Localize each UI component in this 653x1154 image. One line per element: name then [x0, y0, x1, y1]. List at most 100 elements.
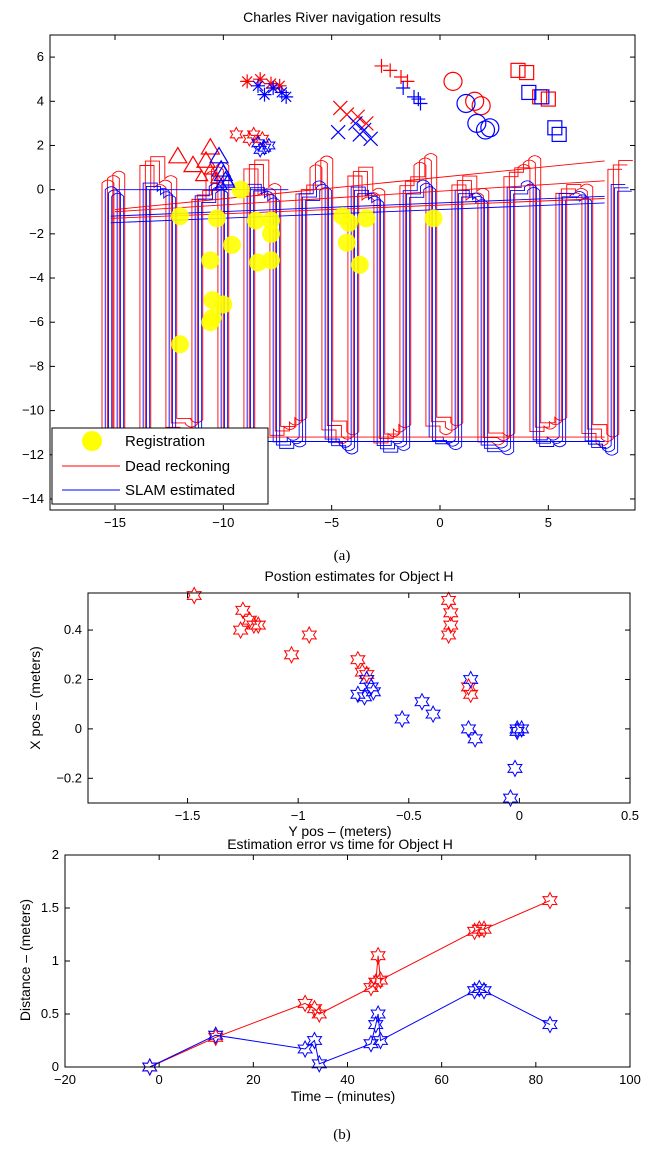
registration-point: [262, 224, 280, 243]
y-tick-label: 0.4: [64, 622, 82, 637]
error-star-blue: [370, 1004, 386, 1024]
error-star-red: [311, 1004, 328, 1024]
registration-point: [201, 313, 220, 332]
y-tick-label: 1.5: [41, 900, 59, 915]
error-star-red: [207, 1028, 224, 1047]
object-marker-slam: [253, 141, 268, 158]
slam-transect: [110, 202, 605, 224]
object-marker-dead-reckoning: [383, 63, 398, 78]
object-marker-dead-reckoning: [229, 126, 244, 143]
error-star-blue: [542, 1015, 558, 1034]
y-tick-label: −12: [22, 447, 44, 462]
caption-b: (b): [333, 1127, 351, 1143]
object-marker-slam: [220, 173, 235, 186]
error-star-blue: [471, 979, 488, 998]
x-tick-label: 5: [545, 515, 552, 530]
y-tick-label: 0: [52, 1059, 59, 1074]
error-line-blue: [149, 988, 551, 1068]
registration-point: [337, 233, 356, 252]
position-star-red: [358, 665, 375, 684]
object-marker-dead-reckoning: [253, 72, 268, 87]
position-star-red: [460, 677, 477, 696]
object-marker-slam: [521, 84, 537, 101]
position-star-blue: [363, 677, 380, 696]
registration-point: [357, 209, 376, 228]
y-tick-label: 0.5: [41, 1006, 59, 1021]
position-star-red: [234, 601, 251, 620]
object-marker-dead-reckoning: [240, 74, 255, 89]
object-marker-slam: [352, 126, 368, 142]
registration-point: [214, 295, 233, 314]
legend-swatch-registration: [82, 431, 102, 451]
legend-label-slam: SLAM estimated: [125, 482, 235, 499]
error-star-red: [466, 922, 483, 941]
registration-points: [171, 180, 443, 354]
registration-point: [350, 255, 369, 274]
registration-point: [201, 251, 220, 270]
object-marker-dead-reckoning: [272, 78, 287, 93]
error-star-blue: [363, 1034, 379, 1053]
position-star-red: [462, 685, 479, 704]
x-tick-label: 60: [434, 1072, 448, 1087]
legend-label-dead-reckoning: Dead reckoning: [125, 458, 230, 475]
dead-reckoning-track: [112, 153, 633, 439]
position-star-blue: [462, 670, 479, 689]
error-star-blue: [297, 1039, 314, 1059]
object-marker-dead-reckoning: [519, 64, 535, 81]
registration-point: [246, 211, 265, 230]
error-star-blue: [476, 981, 492, 1000]
object-marker-dead-reckoning: [443, 71, 463, 91]
error-star-blue: [207, 1026, 224, 1045]
dead-reckoning-transect: [110, 198, 605, 219]
x-tick-label: −15: [104, 515, 126, 530]
object-marker-dead-reckoning: [374, 58, 389, 73]
plot-frame: [49, 34, 636, 511]
position-star-blue: [356, 687, 373, 706]
object-marker-slam: [257, 139, 272, 156]
registration-point: [171, 335, 189, 354]
error-star-red: [370, 946, 386, 965]
x-tick-label: 40: [340, 1072, 354, 1087]
y-tick-label: −10: [22, 403, 44, 418]
object-marker-dead-reckoning: [255, 130, 270, 147]
y-tick-label: 0: [75, 721, 82, 736]
slam-transect: [110, 195, 605, 217]
object-marker-slam: [551, 126, 567, 143]
dead-reckoning-track: [106, 157, 628, 443]
object-marker-slam: [214, 178, 229, 191]
position-star-blue: [365, 682, 382, 701]
object-marker-slam: [257, 87, 272, 102]
object-marker-dead-reckoning: [195, 150, 217, 168]
registration-point: [207, 209, 226, 228]
chart-navigation: −15 −10 −5 0 5 6 4 2 0 −2 −4 −6 −8 −10 −12 −14 Charles …: [22, 9, 636, 530]
object-marker-dead-reckoning: [264, 76, 278, 91]
object-marker-slam: [208, 146, 230, 164]
legend-label-registration: Registration: [125, 433, 205, 450]
object-markers: [167, 58, 567, 191]
object-marker-slam: [396, 81, 411, 96]
x-tick-label: −5: [324, 515, 339, 530]
registration-point: [262, 211, 280, 230]
y-tick-label: 2: [37, 137, 44, 152]
x-tick-label: −1.5: [175, 808, 201, 823]
x-tick-label: 80: [529, 1072, 543, 1087]
legend: Registration Dead reckoning SLAM estimat…: [51, 427, 269, 505]
object-marker-slam: [411, 92, 426, 107]
x-axis-label: Y pos – (meters): [288, 823, 391, 839]
object-marker-dead-reckoning: [209, 171, 224, 184]
object-marker-dead-reckoning: [200, 137, 221, 155]
object-marker-slam: [251, 78, 265, 93]
error-series: [141, 891, 558, 1077]
error-star-blue: [306, 1031, 323, 1050]
y-tick-label: −8: [29, 358, 44, 373]
y-tick-label: 4: [37, 93, 44, 108]
caption-a: (a): [333, 548, 351, 564]
error-star-red: [297, 994, 314, 1013]
registration-point: [424, 209, 443, 228]
object-marker-dead-reckoning: [471, 96, 491, 116]
object-marker-dead-reckoning: [465, 91, 485, 111]
x-tick-label: −10: [212, 515, 234, 530]
x-tick-label: 100: [619, 1072, 641, 1087]
position-markers: [186, 586, 530, 808]
object-marker-dead-reckoning: [246, 126, 261, 143]
